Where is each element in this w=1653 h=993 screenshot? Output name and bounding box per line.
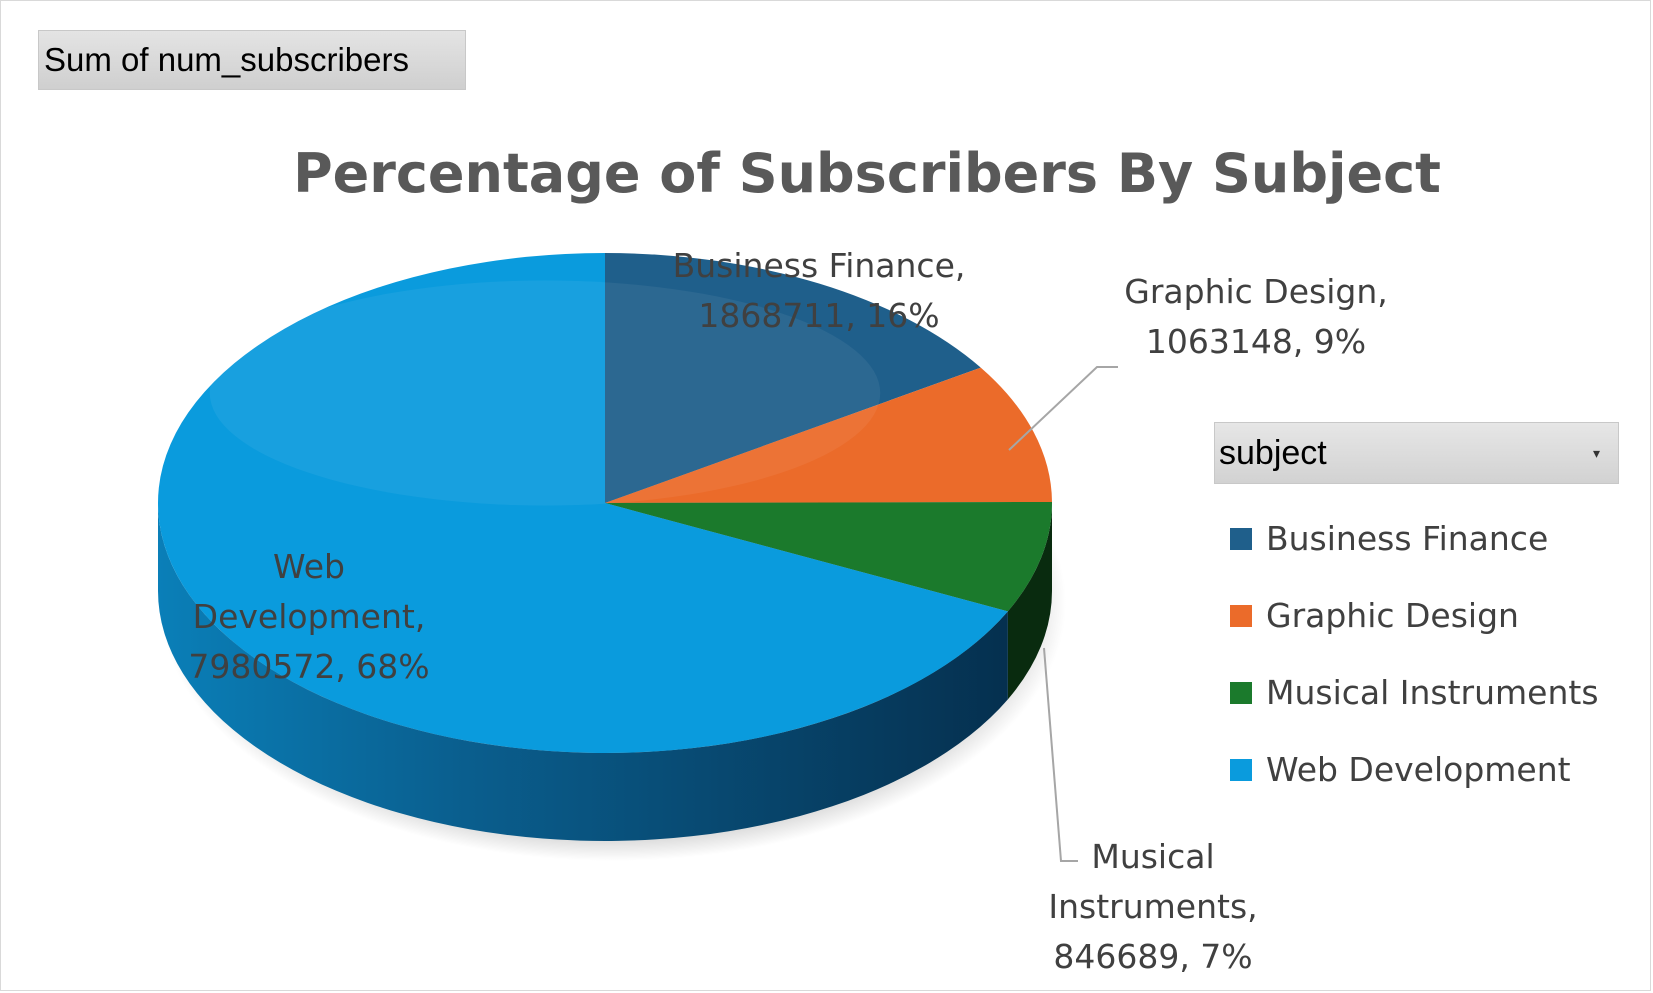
data-label-line: 1868711, 16% (698, 296, 939, 335)
chart-title: Percentage of Subscribers By Subject (293, 142, 1441, 205)
legend-swatch (1230, 604, 1252, 627)
data-label-line: 7980572, 68% (188, 647, 429, 686)
data-label-line: Development, (193, 597, 426, 636)
pie-slice-graphic-design (605, 367, 1052, 503)
legend-label: Graphic Design (1266, 596, 1519, 635)
data-label-line: Business Finance, (673, 246, 966, 285)
data-labels: Business Finance, 1868711, 16% Graphic Des… (188, 246, 1387, 976)
pie-slice-musical-instruments (605, 501, 1052, 612)
pie-side-web-development (158, 503, 1008, 841)
data-label-line: Musical (1091, 837, 1214, 876)
pie-slices (157, 253, 1066, 861)
data-label-line: Instruments, (1048, 887, 1257, 926)
data-label-line: Web (273, 547, 345, 586)
data-label-graphic-design: Graphic Design, 1063148, 9% (1124, 272, 1387, 361)
legend-label: Musical Instruments (1266, 673, 1599, 712)
dropdown-arrow-icon: ▾ (1592, 444, 1600, 461)
data-label-line: Graphic Design, (1124, 272, 1387, 311)
legend-swatch (1230, 681, 1252, 704)
value-field-label: Sum of num_subscribers (44, 41, 409, 78)
legend-item-graphic-design[interactable]: Graphic Design (1230, 577, 1599, 654)
legend-item-business-finance[interactable]: Business Finance (1230, 500, 1599, 577)
leader-line-graphic-design (1008, 366, 1118, 451)
legend-label: Web Development (1266, 750, 1571, 789)
data-label-web-development: Web Development, 7980572, 68% (188, 547, 429, 686)
legend-filter-label: subject (1219, 433, 1327, 472)
legend-filter-button[interactable]: subject ▾ (1214, 422, 1619, 484)
data-label-business-finance: Business Finance, 1868711, 16% (673, 246, 966, 335)
value-field-button[interactable]: Sum of num_subscribers (38, 30, 466, 90)
pie-slice-business-finance (605, 253, 981, 503)
pie-slice-web-development (157, 253, 1008, 754)
legend-swatch (1230, 758, 1252, 781)
data-label-line: 1063148, 9% (1146, 322, 1366, 361)
data-label-musical-instruments: Musical Instruments, 846689, 7% (1048, 837, 1257, 976)
legend-swatch (1230, 527, 1252, 550)
data-label-line: 846689, 7% (1053, 937, 1252, 976)
legend-item-musical-instruments[interactable]: Musical Instruments (1230, 654, 1599, 731)
leader-line-musical-instruments (1043, 647, 1078, 862)
legend-item-web-development[interactable]: Web Development (1230, 731, 1599, 808)
legend: Business Finance Graphic Design Musical … (1230, 500, 1599, 808)
pie-side-musical-instruments (1007, 503, 1052, 700)
legend-label: Business Finance (1266, 519, 1549, 558)
pie-highlight (209, 280, 881, 506)
